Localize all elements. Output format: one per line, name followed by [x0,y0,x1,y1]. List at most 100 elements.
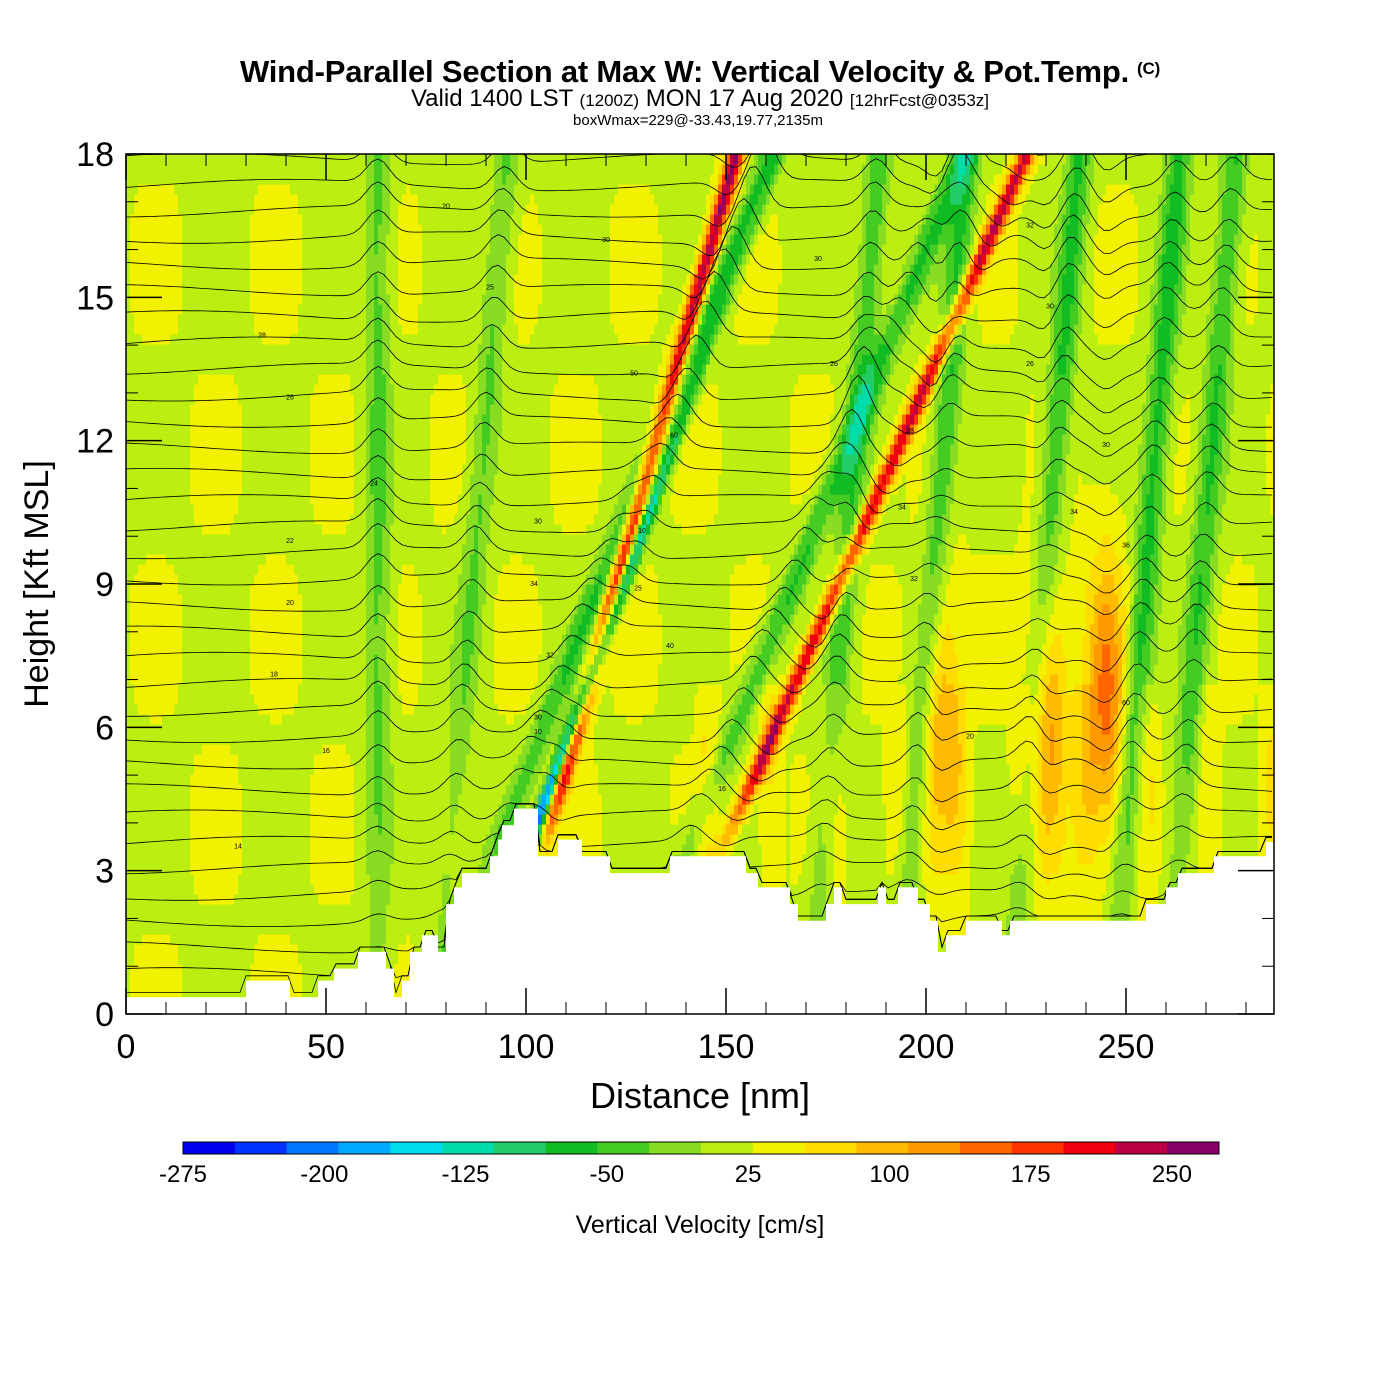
velocity-cell [1198,414,1207,425]
velocity-cell [1054,604,1087,615]
velocity-cell [482,414,491,425]
velocity-cell [1134,824,1143,835]
velocity-cell [310,444,355,455]
velocity-cell [834,434,839,445]
velocity-cell [1042,774,1063,785]
velocity-cell [658,574,731,585]
velocity-cell [1166,514,1195,525]
velocity-cell [1026,914,1039,925]
velocity-cell [826,714,847,725]
velocity-cell [786,864,791,875]
velocity-cell [566,774,571,785]
velocity-cell [594,654,603,665]
velocity-cell [682,374,687,385]
velocity-cell [310,874,355,885]
velocity-cell [1042,744,1051,755]
velocity-cell [366,454,371,465]
velocity-cell [682,354,687,365]
velocity-cell [590,724,595,735]
velocity-cell [830,664,847,675]
velocity-cell [1146,734,1163,745]
velocity-cell [542,604,575,615]
velocity-cell [938,454,951,465]
velocity-cell [1202,684,1207,695]
velocity-cell [514,714,535,725]
velocity-cell [838,424,843,435]
velocity-cell [1218,494,1227,505]
velocity-cell [870,714,907,725]
velocity-cell [1098,624,1115,635]
velocity-cell [658,394,663,405]
velocity-cell [686,344,691,355]
velocity-cell [1038,814,1047,825]
velocity-cell [1134,814,1143,825]
velocity-cell [1062,734,1083,745]
velocity-cell [850,564,855,575]
velocity-cell [966,794,975,805]
velocity-cell [1154,334,1159,345]
velocity-cell [250,624,303,635]
velocity-cell [634,504,643,515]
velocity-cell [386,394,395,405]
velocity-cell [570,784,575,795]
velocity-cell [758,694,763,705]
velocity-cell [710,274,715,285]
velocity-cell [578,714,583,725]
velocity-cell [394,394,431,405]
velocity-cell [1122,624,1127,635]
velocity-cell [1230,284,1239,295]
velocity-cell [1038,574,1055,585]
velocity-cell [1066,814,1071,825]
velocity-cell [242,484,311,495]
velocity-cell [966,364,1047,375]
velocity-cell [810,794,839,805]
velocity-cell [1206,714,1243,725]
velocity-cell [1174,494,1187,505]
velocity-cell [1050,724,1055,735]
velocity-cell [1150,604,1155,615]
velocity-cell [450,724,471,735]
velocity-cell [418,684,451,695]
velocity-cell [466,414,475,425]
velocity-cell [1150,664,1155,675]
velocity-cell [190,474,243,485]
velocity-cell [494,814,503,825]
velocity-cell [490,324,495,335]
velocity-cell [558,664,563,675]
velocity-cell [470,674,479,685]
velocity-cell [250,604,303,615]
velocity-cell [126,944,135,955]
velocity-cell [1162,584,1187,595]
velocity-cell [626,534,631,545]
velocity-cell [1110,914,1131,925]
velocity-cell [886,844,899,855]
velocity-cell [238,874,311,885]
velocity-cell [1138,614,1147,625]
velocity-cell [1018,304,1051,315]
velocity-cell [1230,414,1267,425]
velocity-cell [858,454,863,465]
velocity-cell [1254,694,1259,705]
velocity-cell [738,824,743,835]
velocity-cell [650,474,655,485]
velocity-cell [1222,834,1259,845]
velocity-cell [1214,304,1231,315]
velocity-cell [1138,864,1163,875]
velocity-cell [706,814,727,825]
velocity-cell [1254,564,1274,575]
velocity-cell [374,804,383,815]
velocity-cell [1218,424,1227,435]
velocity-cell [1150,704,1159,715]
velocity-cell [694,694,723,705]
velocity-cell [1082,724,1091,735]
velocity-cell [830,744,835,755]
velocity-cell [318,374,351,385]
velocity-cell [1158,564,1163,575]
velocity-cell [902,804,907,815]
velocity-cell [1146,744,1163,755]
velocity-cell [190,784,243,795]
velocity-cell [574,734,583,745]
velocity-cell [830,414,843,425]
velocity-cell [238,394,311,405]
velocity-cell [902,654,919,665]
